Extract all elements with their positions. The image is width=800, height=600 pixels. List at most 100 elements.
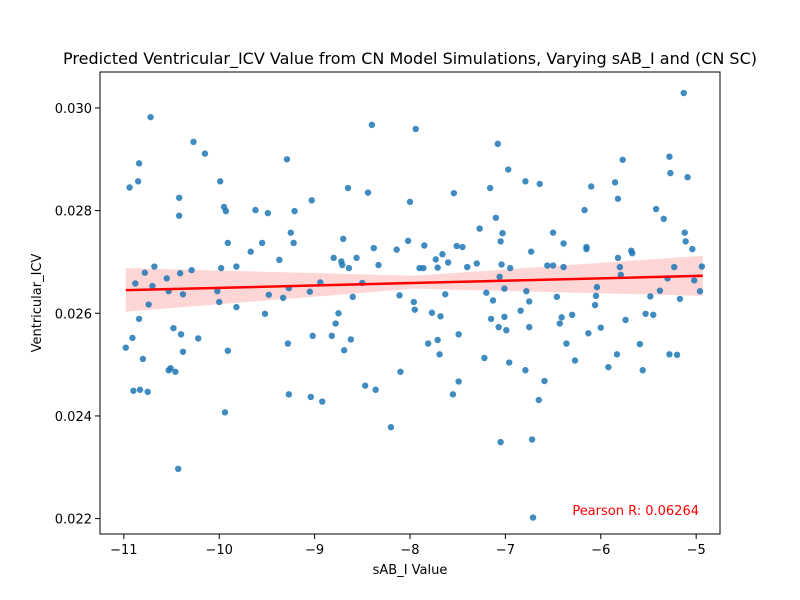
scatter-point [666, 351, 673, 358]
scatter-point [179, 348, 187, 355]
scatter-point [307, 393, 314, 401]
scatter-point [476, 225, 483, 232]
scatter-point [592, 292, 600, 300]
scatter-point [434, 264, 441, 271]
scatter-point [135, 160, 143, 167]
scatter-point [616, 263, 624, 271]
scatter-point [387, 424, 395, 431]
scatter-point [188, 266, 195, 274]
scatter-point [682, 238, 689, 245]
scatter-point [345, 264, 353, 272]
scatter-point [216, 178, 224, 185]
scatter-point [252, 206, 259, 214]
scatter-point [201, 150, 209, 157]
scatter-point [308, 197, 315, 204]
scatter-point [549, 229, 557, 236]
scatter-point [494, 140, 501, 148]
scatter-point [265, 291, 273, 298]
scatter-point [544, 262, 551, 269]
scatter-point [529, 514, 537, 521]
scatter-point [481, 354, 488, 362]
scatter-point [349, 293, 356, 301]
scatter-point [656, 287, 664, 294]
scatter-point [167, 364, 174, 372]
scatter-point [339, 261, 346, 269]
scatter-point [691, 277, 698, 284]
scatter-point [285, 391, 293, 398]
scatter-point [522, 367, 529, 374]
scatter-point [558, 314, 565, 321]
scatter-point [411, 306, 418, 313]
scatter-point [487, 315, 495, 323]
scatter-point [492, 214, 500, 221]
scatter-point [597, 324, 604, 331]
regression-line [125, 274, 703, 292]
scatter-point [497, 238, 504, 245]
scatter-point [170, 324, 177, 332]
scatter-point [370, 244, 377, 252]
scatter-point [673, 351, 681, 359]
y-axis-ticks: 0.022 0.024 0.026 0.028 0.030 [55, 102, 100, 528]
scatter-point [410, 298, 418, 306]
scatter-point [328, 332, 335, 340]
scatter-point [129, 334, 136, 342]
scatter-point [135, 315, 143, 323]
scatter-point [224, 239, 232, 247]
scatter-point [221, 409, 229, 416]
scatter-point [689, 245, 696, 253]
scatter-point [396, 292, 403, 299]
scatter-point [636, 340, 644, 348]
y-tick-label: 0.026 [55, 307, 92, 322]
scatter-point [496, 273, 503, 281]
scatter-point [489, 297, 497, 304]
scatter-point [134, 178, 142, 185]
scatter-point [583, 245, 590, 253]
scatter-point [560, 240, 567, 247]
scatter-points-layer [122, 89, 706, 521]
scatter-point [652, 205, 660, 213]
scatter-point [453, 242, 460, 250]
scatter-point [593, 283, 601, 291]
scatter-point [498, 261, 505, 268]
scatter-point [144, 388, 151, 396]
scatter-point [483, 289, 490, 296]
pearson-annotation: Pearson R: 0.06264 [572, 504, 699, 519]
scatter-point [132, 280, 139, 287]
scatter-point [216, 298, 223, 306]
scatter-point [449, 391, 457, 398]
scatter-point [614, 195, 622, 202]
scatter-point [287, 229, 294, 236]
y-axis-label: Ventricular_ICV [30, 254, 45, 353]
scatter-point [591, 301, 599, 309]
scatter-point [549, 262, 557, 269]
scatter-point [436, 351, 443, 358]
scatter-point [217, 264, 225, 272]
scatter-point [224, 347, 232, 354]
scatter-point [421, 242, 428, 249]
scatter-point [505, 166, 512, 173]
scatter-point [506, 359, 513, 366]
scatter-point [647, 293, 654, 300]
scatter-point [556, 320, 563, 327]
scatter-point [629, 250, 636, 257]
scatter-point [444, 259, 452, 266]
scatter-point [588, 183, 595, 190]
scatter-point [335, 310, 342, 317]
scatter-point [179, 291, 187, 298]
x-tick-label: −7 [496, 543, 515, 558]
scatter-point [585, 330, 592, 337]
scatter-point [522, 178, 529, 185]
scatter-point [536, 180, 543, 188]
scatter-point [506, 264, 514, 272]
scatter-point [428, 309, 436, 316]
scatter-point [176, 270, 184, 277]
scatter-point [347, 336, 355, 343]
scatter-point [473, 260, 480, 267]
scatter-point [459, 243, 466, 251]
scatter-point [619, 156, 626, 163]
scatter-point [614, 254, 622, 262]
scatter-point [639, 367, 646, 374]
scatter-point [605, 363, 612, 371]
scatter-point [364, 189, 372, 196]
scatter-point [361, 382, 369, 389]
